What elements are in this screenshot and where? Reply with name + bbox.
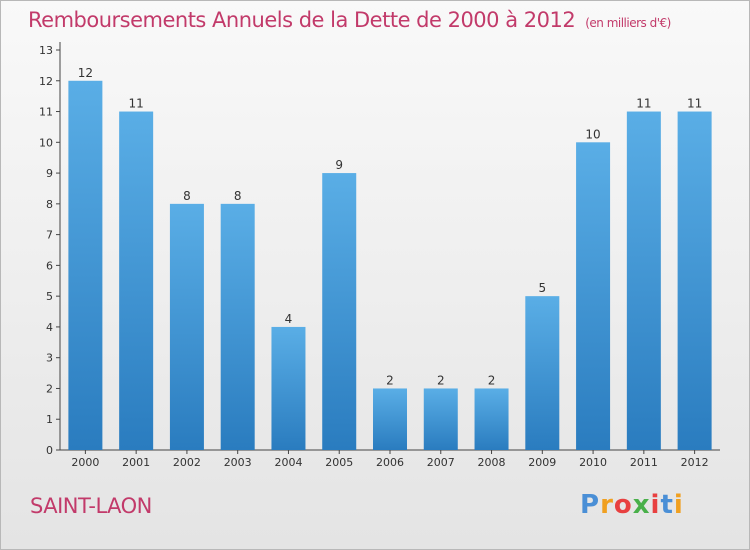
y-tick-label: 3 (46, 352, 53, 365)
chart-title-text: Remboursements Annuels de la Dette de 20… (28, 8, 576, 32)
x-tick-label: 2002 (173, 456, 201, 469)
logo-letter: i (673, 490, 684, 520)
data-label: 4 (285, 312, 293, 326)
x-tick-label: 2000 (71, 456, 99, 469)
data-label: 2 (488, 373, 496, 387)
bar (576, 142, 611, 451)
y-tick-label: 2 (46, 382, 53, 395)
place-name: SAINT-LAON (30, 494, 152, 518)
bar (423, 388, 458, 450)
x-tick-label: 2003 (224, 456, 252, 469)
bar (322, 173, 357, 451)
chart-bars (68, 80, 712, 451)
bar (677, 111, 712, 451)
x-tick-label: 2009 (528, 456, 556, 469)
data-label: 10 (585, 127, 600, 141)
x-tick-label: 2012 (681, 456, 709, 469)
x-tick-label: 2011 (630, 456, 658, 469)
data-label: 8 (234, 189, 242, 203)
y-tick-label: 7 (46, 229, 53, 242)
x-tick-label: 2006 (376, 456, 404, 469)
data-label: 9 (335, 158, 343, 172)
x-tick-label: 2008 (478, 456, 506, 469)
logo-letter: r (600, 490, 614, 520)
logo-letter: o (613, 490, 633, 520)
logo-letter: x (632, 490, 651, 520)
bar (373, 388, 407, 450)
logo-letter: P (580, 490, 601, 520)
y-tick-label: 8 (46, 198, 53, 211)
bar (169, 203, 204, 450)
y-tick-label: 10 (39, 136, 53, 149)
y-tick-label: 13 (39, 44, 53, 57)
y-tick-label: 1 (46, 413, 53, 426)
y-tick-label: 11 (39, 106, 53, 119)
proxiti-logo: Proxiti (580, 490, 684, 520)
data-label: 11 (129, 97, 144, 111)
y-tick-label: 0 (46, 444, 53, 457)
y-tick-label: 12 (39, 75, 53, 88)
data-label: 11 (636, 97, 651, 111)
data-label: 11 (687, 97, 702, 111)
data-label: 12 (78, 66, 93, 80)
x-tick-label: 2007 (427, 456, 455, 469)
x-tick-label: 2010 (579, 456, 607, 469)
chart-unit: (en milliers d'€) (585, 16, 671, 30)
bar (68, 80, 103, 451)
y-tick-label: 6 (46, 259, 53, 272)
bar (525, 296, 560, 450)
bar (626, 111, 661, 451)
bar (220, 203, 255, 450)
chart-labels: 2000 12 2001 11 2002 8 2003 8 2004 4 2005 9 2006 2 200… (71, 66, 708, 469)
y-tick-label: 5 (46, 290, 53, 303)
data-label: 2 (437, 373, 445, 387)
logo-letter: t (660, 490, 674, 520)
bar (119, 111, 154, 451)
x-tick-label: 2005 (325, 456, 353, 469)
bar (474, 388, 509, 450)
bar (271, 326, 306, 450)
data-label: 5 (538, 281, 546, 295)
data-label: 2 (386, 373, 394, 387)
x-tick-label: 2004 (274, 456, 302, 469)
x-tick-label: 2001 (122, 456, 150, 469)
chart-title: Remboursements Annuels de la Dette de 20… (28, 8, 671, 32)
y-tick-label: 4 (46, 321, 53, 334)
y-tick-label: 9 (46, 167, 53, 180)
logo-letter: i (650, 490, 661, 520)
data-label: 8 (183, 189, 191, 203)
